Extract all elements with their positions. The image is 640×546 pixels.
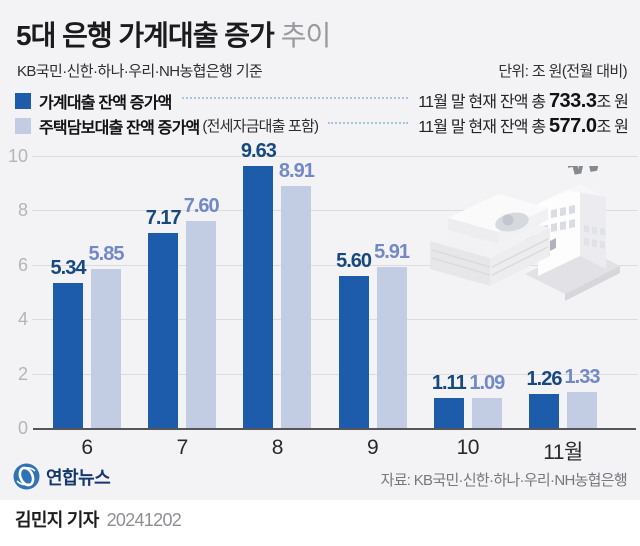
source-credit: 자료: KB국민·신한·하나·우리·NH농협은행 xyxy=(380,472,628,489)
gridline xyxy=(32,373,638,375)
won-symbol-icon: ₩ xyxy=(568,166,605,185)
title-sub: 추이 xyxy=(280,20,332,51)
gridline xyxy=(32,319,638,321)
bar-value-label: 1.33 xyxy=(564,365,601,388)
bar-mortgage-loan xyxy=(376,267,407,428)
gridline xyxy=(32,210,638,212)
money-and-bank-illustration: ₩ xyxy=(430,166,620,301)
legend-label: 가계대출 잔액 증가액 xyxy=(39,94,172,112)
y-axis-label: 10 xyxy=(7,146,28,166)
bar-household-loan xyxy=(53,282,83,428)
x-axis-label: 11월 xyxy=(543,441,583,464)
y-axis-label: 6 xyxy=(17,254,28,275)
x-axis-line xyxy=(33,428,636,430)
bar-value-label: 5.60 xyxy=(336,249,372,272)
legend-label: 주택담보대출 잔액 증가액 xyxy=(39,119,200,137)
legend-row-mortgage-loans: 주택담보대출 잔액 증가액 (전세자금대출 포함) 11월 말 현재 잔액 총 … xyxy=(15,113,629,138)
publish-date: 20241202 xyxy=(106,510,182,530)
legend-total: 11월 말 현재 잔액 총 733.3조 원 xyxy=(418,90,629,112)
basis-note: KB국민·신한·하나·우리·NH농협은행 기준 xyxy=(17,63,263,80)
logo-text: 연합뉴스 xyxy=(46,467,111,488)
title-main: 5대 은행 가계대출 증가 xyxy=(16,20,275,51)
total-value: 577.0 xyxy=(548,115,597,137)
bar-mortgage-loan xyxy=(471,398,502,428)
bar-mortgage-loan xyxy=(567,391,597,428)
x-axis-label: 6 xyxy=(81,436,93,459)
unit-note: 단위: 조 원(전월 대비) xyxy=(498,63,627,80)
bar-value-label: 5.85 xyxy=(88,242,125,265)
bar-value-label: 1.09 xyxy=(469,372,505,395)
reporter-name: 김민지 기자 xyxy=(15,510,99,530)
x-axis-label: 7 xyxy=(176,436,189,459)
y-axis-label: 8 xyxy=(17,200,28,221)
bar-value-label: 1.11 xyxy=(431,371,467,394)
x-axis-label: 8 xyxy=(271,436,284,459)
bar-household-loan xyxy=(529,393,559,428)
bar-mortgage-loan xyxy=(281,185,312,428)
dotted-leader xyxy=(328,122,409,124)
bar-value-label: 9.63 xyxy=(240,140,277,163)
y-axis-label: 0 xyxy=(17,418,28,438)
bar-mortgage-loan xyxy=(186,221,217,428)
legend: 가계대출 잔액 증가액 11월 말 현재 잔액 총 733.3조 원 주택담보대… xyxy=(15,88,629,138)
y-axis-label: 4 xyxy=(17,309,28,330)
legend-swatch-dark xyxy=(15,92,31,109)
y-axis-label: 2 xyxy=(17,363,28,384)
bar-value-label: 1.26 xyxy=(526,367,563,390)
yonhap-logo: 연합뉴스 xyxy=(13,463,111,490)
x-axis-label: 10 xyxy=(456,436,480,459)
bar-value-label: 5.34 xyxy=(50,256,87,279)
legend-note: (전세자금대출 포함) xyxy=(202,118,319,135)
bar-household-loan xyxy=(338,275,369,428)
total-value: 733.3 xyxy=(548,90,597,112)
bar-household-loan xyxy=(148,232,179,428)
dotted-leader xyxy=(181,97,409,99)
bar-value-label: 7.17 xyxy=(145,206,182,229)
page-title: 5대 은행 가계대출 증가 추이 xyxy=(16,14,332,54)
bar-household-loan xyxy=(243,166,274,428)
gridline xyxy=(32,264,638,266)
legend-swatch-light xyxy=(15,117,31,134)
yonhap-globe-icon xyxy=(13,463,40,490)
bar-value-label: 5.91 xyxy=(374,241,410,264)
bar-household-loan xyxy=(433,397,464,428)
legend-row-household-loans: 가계대출 잔액 증가액 11월 말 현재 잔액 총 733.3조 원 xyxy=(15,88,629,113)
bar-chart: 0 2 4 6 8 10 5.34 5.85 6 7.17 7.60 7 9.63 8.91 8 5.60 5.… xyxy=(7,140,638,464)
byline: 김민지 기자 20241202 xyxy=(15,506,182,532)
gridline xyxy=(32,156,638,157)
bar-value-label: 8.91 xyxy=(278,159,315,182)
x-axis-label: 9 xyxy=(367,436,379,459)
legend-total: 11월 말 현재 잔액 총 577.0조 원 xyxy=(418,115,629,137)
bar-value-label: 7.60 xyxy=(183,195,220,218)
bar-mortgage-loan xyxy=(91,268,121,428)
